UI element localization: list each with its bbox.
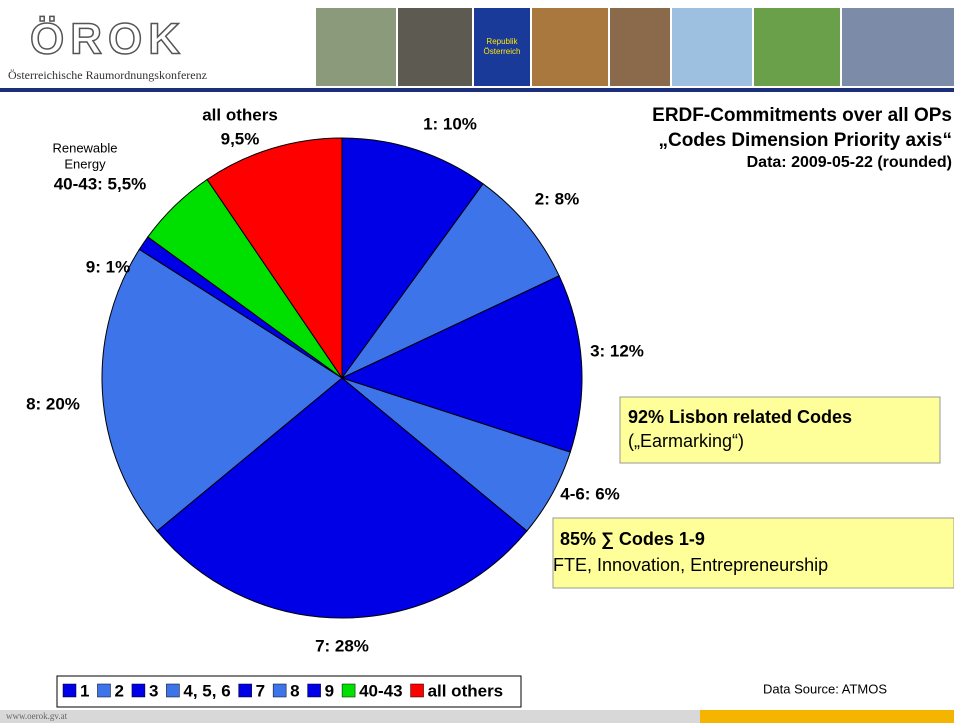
data-label: 40-43: 5,5% bbox=[54, 174, 147, 193]
legend-swatch bbox=[132, 684, 145, 697]
legend-label: 40-43 bbox=[359, 681, 402, 700]
source: Data Source: ATMOS bbox=[763, 681, 887, 696]
box-title: 92% Lisbon related Codes bbox=[628, 407, 852, 427]
logo-subtitle: Österreichische Raumordnungskonferenz bbox=[8, 68, 207, 82]
data-label-category: all others bbox=[202, 105, 278, 124]
legend-label: 1 bbox=[80, 681, 89, 700]
data-label: 8: 20% bbox=[26, 394, 80, 413]
legend-label: 9 bbox=[325, 681, 334, 700]
legend-label: 7 bbox=[256, 681, 265, 700]
chart-title: ERDF-Commitments over all OPs bbox=[652, 105, 952, 126]
data-label: 9,5% bbox=[221, 129, 260, 148]
header-rule bbox=[0, 88, 954, 92]
chart-subtitle: „Codes Dimension Priority axis“ bbox=[658, 130, 952, 151]
legend-label: 3 bbox=[149, 681, 158, 700]
chart-note: Data: 2009-05-22 (rounded) bbox=[747, 154, 952, 171]
legend-swatch bbox=[63, 684, 76, 697]
slide: ÖROK Österreichische Raumordnungskonfere… bbox=[0, 0, 954, 723]
footer-accent bbox=[700, 710, 954, 723]
legend-swatch bbox=[342, 684, 355, 697]
footer-url: www.oerok.gv.at bbox=[6, 711, 68, 721]
box-text: („Earmarking“) bbox=[628, 431, 744, 451]
data-label: 1: 10% bbox=[423, 114, 477, 133]
legend-swatch bbox=[411, 684, 424, 697]
data-label: 2: 8% bbox=[535, 189, 579, 208]
legend-swatch bbox=[308, 684, 321, 697]
legend-swatch bbox=[273, 684, 286, 697]
flag-text: Österreich bbox=[484, 47, 521, 56]
legend-label: 8 bbox=[290, 681, 299, 700]
photo-strip bbox=[316, 8, 954, 86]
legend-label: 2 bbox=[114, 681, 123, 700]
legend-label: 4, 5, 6 bbox=[183, 681, 230, 700]
data-label: 4-6: 6% bbox=[560, 484, 620, 503]
box-text: FTE, Innovation, Entrepreneurship bbox=[553, 555, 828, 575]
data-label: 9: 1% bbox=[86, 257, 130, 276]
chart: ÖROK Österreichische Raumordnungskonfere… bbox=[0, 0, 954, 723]
annotation: Energy bbox=[64, 156, 106, 171]
annotation: Renewable bbox=[52, 140, 117, 155]
legend-swatch bbox=[239, 684, 252, 697]
box-title: 85% ∑ Codes 1-9 bbox=[560, 529, 705, 549]
legend-swatch bbox=[97, 684, 110, 697]
legend-swatch bbox=[166, 684, 179, 697]
data-label: 7: 28% bbox=[315, 636, 369, 655]
legend-label: all others bbox=[428, 681, 504, 700]
data-label: 3: 12% bbox=[590, 341, 644, 360]
flag-text: Republik bbox=[486, 37, 518, 46]
logo: ÖROK bbox=[30, 15, 186, 64]
